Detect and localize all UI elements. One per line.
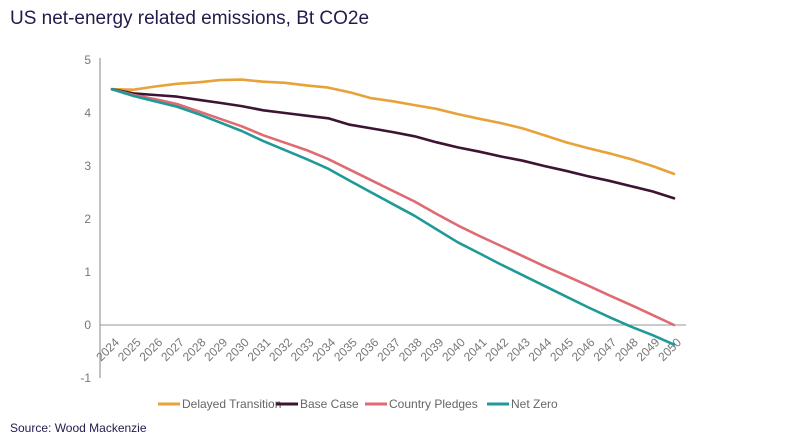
x-tick-label: 2032 (266, 335, 295, 364)
x-tick-label: 2037 (374, 335, 403, 364)
y-tick-label: 1 (84, 265, 91, 279)
y-tick-label: -1 (80, 371, 91, 385)
x-tick-label: 2048 (612, 335, 641, 364)
x-tick-label: 2038 (396, 335, 425, 364)
y-tick-label: 5 (84, 53, 91, 67)
y-tick-label: 2 (84, 212, 91, 226)
legend-label: Country Pledges (389, 397, 478, 411)
series-line-base-case (110, 87, 676, 200)
series-line-net-zero (110, 87, 676, 346)
x-tick-label: 2027 (158, 335, 187, 364)
source-note: Source: Wood Mackenzie (10, 421, 147, 435)
x-tick-label: 2024 (93, 335, 122, 364)
x-tick-label: 2035 (331, 335, 360, 364)
series-line-delayed-transition (110, 78, 676, 176)
x-tick-label: 2044 (526, 335, 555, 364)
legend-label: Net Zero (511, 397, 558, 411)
x-tick-label: 2028 (180, 335, 209, 364)
y-tick-label: 0 (84, 318, 91, 332)
chart-title: US net-energy related emissions, Bt CO2e (10, 8, 370, 29)
series-line-country-pledges (110, 87, 676, 327)
legend-label: Delayed Transition (182, 397, 281, 411)
x-tick-label: 2040 (439, 335, 468, 364)
x-tick-label: 2036 (353, 335, 382, 364)
y-tick-label: 4 (84, 106, 91, 120)
legend-label: Base Case (300, 397, 359, 411)
x-tick-label: 2026 (137, 335, 166, 364)
x-tick-label: 2025 (115, 335, 144, 364)
x-tick-label: 2031 (245, 335, 274, 364)
x-tick-label: 2039 (418, 335, 447, 364)
x-tick-label: 2029 (201, 335, 230, 364)
y-tick-label: 3 (84, 159, 91, 173)
x-tick-label: 2046 (569, 335, 598, 364)
x-tick-label: 2034 (309, 335, 338, 364)
x-tick-label: 2041 (461, 335, 490, 364)
x-tick-label: 2043 (504, 335, 533, 364)
x-tick-label: 2045 (547, 335, 576, 364)
x-tick-label: 2049 (634, 335, 663, 364)
x-tick-label: 2030 (223, 335, 252, 364)
x-tick-label: 2047 (590, 335, 619, 364)
x-tick-label: 2033 (288, 335, 317, 364)
x-tick-label: 2042 (482, 335, 511, 364)
